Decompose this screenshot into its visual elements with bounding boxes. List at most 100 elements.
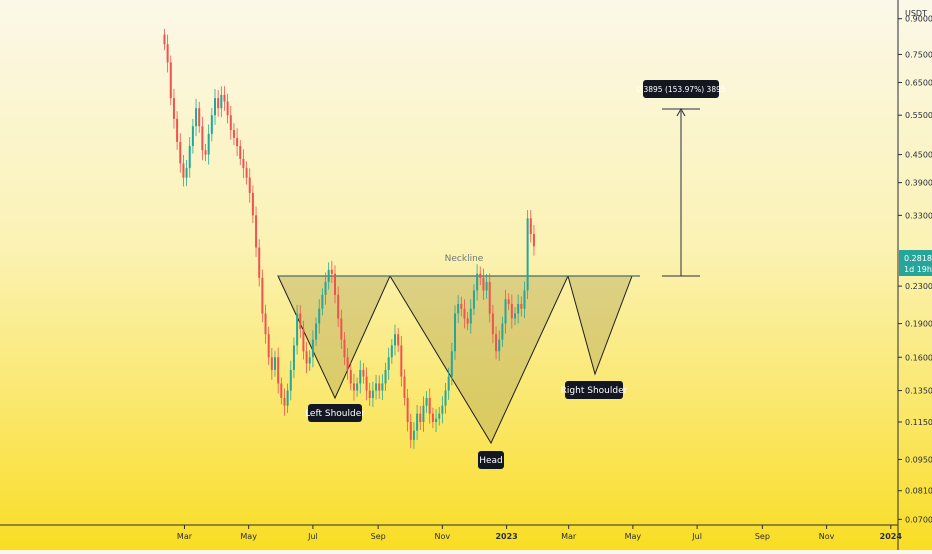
neckline-label: Neckline	[445, 254, 484, 264]
candle-body	[327, 269, 330, 282]
candle-body	[185, 168, 188, 178]
candle-body	[318, 308, 321, 324]
candle-body	[526, 218, 529, 291]
candle-body	[236, 137, 239, 147]
candle-body	[438, 413, 441, 419]
candle-body	[371, 390, 374, 398]
candle	[498, 330, 501, 361]
candle-body	[425, 397, 428, 406]
candle	[245, 161, 248, 185]
price-tick-label: 0.7500	[905, 50, 932, 59]
candle-body	[210, 115, 213, 134]
candle-body	[359, 369, 362, 384]
candle-body	[267, 334, 270, 358]
candle	[343, 332, 346, 366]
candle-body	[270, 357, 273, 370]
candle	[435, 409, 438, 433]
price-tick-label: 0.0810	[905, 487, 932, 496]
price-axis[interactable]: USDT 0.2818 1d 19h 0.9000 0.7500 0.6500 0.5…	[897, 0, 932, 550]
candle-body	[296, 313, 299, 346]
candle-body	[406, 397, 409, 423]
candle	[229, 105, 232, 140]
candle	[479, 266, 482, 286]
time-tick-label: 2024	[880, 532, 903, 541]
candle	[466, 312, 469, 331]
candle-body	[207, 133, 210, 155]
candle	[378, 375, 381, 399]
candle-body	[242, 158, 245, 169]
candle-body	[258, 247, 261, 278]
candle	[198, 101, 201, 133]
candle-body	[523, 290, 526, 309]
price-tick-label: 0.3900	[905, 179, 932, 188]
candle-body	[362, 369, 365, 377]
target-callout-box	[643, 80, 719, 98]
candle-body	[491, 313, 494, 335]
candle	[334, 265, 336, 304]
candle-body	[343, 339, 346, 358]
candle-body	[217, 98, 220, 109]
candle	[324, 272, 327, 305]
candle-body	[431, 413, 434, 423]
candle	[365, 367, 368, 401]
price-badge	[899, 250, 932, 276]
candle	[210, 108, 213, 142]
candle-body	[324, 281, 327, 295]
candle-body	[529, 218, 532, 235]
candle-body	[330, 269, 333, 274]
candle	[488, 273, 491, 323]
currency-label: USDT	[905, 9, 927, 18]
candle-body	[390, 345, 393, 358]
candle	[204, 144, 207, 161]
candle-body	[315, 323, 318, 340]
candle-body	[292, 345, 295, 370]
candle	[476, 264, 479, 301]
candle	[191, 118, 194, 154]
candle-body	[261, 277, 264, 314]
candle-body	[495, 334, 498, 352]
candle-body	[223, 94, 226, 102]
candle	[207, 124, 210, 165]
candle-body	[510, 303, 513, 319]
time-axis[interactable]: Mar May Jul Sep Nov 2023 Mar May Jul Sep Nov 2024	[0, 524, 903, 541]
time-tick-label: May	[625, 532, 642, 541]
candle	[514, 306, 516, 326]
candle-body	[463, 308, 466, 319]
candle	[450, 342, 453, 386]
candle	[261, 269, 264, 323]
candle-body	[441, 405, 444, 414]
candle	[274, 350, 276, 377]
candle-body	[274, 357, 276, 370]
candle-body	[283, 397, 286, 406]
candle-body	[412, 430, 415, 440]
candle-body	[485, 281, 488, 291]
candle	[226, 93, 229, 124]
candle	[444, 382, 447, 414]
candle-body	[356, 383, 359, 391]
candle	[406, 388, 409, 432]
right-shoulder-callout-box	[565, 381, 623, 399]
candle-body	[400, 345, 403, 377]
candle-body	[264, 313, 267, 335]
candle	[277, 347, 280, 394]
candle	[520, 296, 523, 317]
candle-body	[479, 273, 482, 278]
candle-body	[472, 290, 475, 309]
candle-body	[498, 339, 501, 352]
candle-body	[482, 277, 485, 291]
candles	[163, 28, 535, 449]
candle	[195, 98, 198, 137]
candle	[375, 374, 378, 400]
candle-body	[334, 273, 336, 295]
candle	[327, 262, 330, 290]
candle	[283, 388, 286, 416]
candle-body	[229, 115, 232, 131]
candle-body	[507, 299, 510, 304]
candle	[340, 309, 343, 349]
left-shoulder-label: Left Shoulder	[305, 409, 365, 419]
time-tick-label: Jul	[307, 532, 318, 541]
candle-body	[188, 146, 191, 169]
candle-body	[289, 369, 292, 391]
